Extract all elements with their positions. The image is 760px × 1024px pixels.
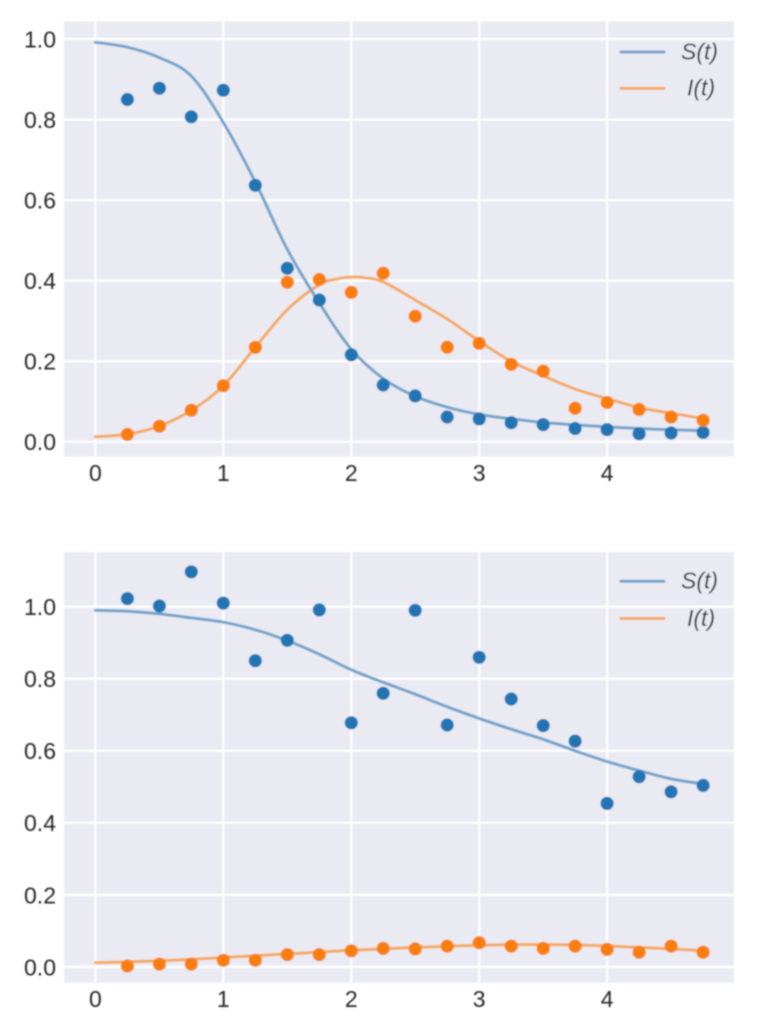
svg-text:0.0: 0.0: [24, 429, 56, 455]
svg-text:1: 1: [217, 460, 230, 486]
svg-text:I(t): I(t): [687, 75, 715, 101]
svg-text:0.8: 0.8: [24, 107, 56, 133]
svg-text:S(t): S(t): [681, 568, 718, 594]
svg-text:0: 0: [89, 460, 102, 486]
svg-text:0: 0: [89, 986, 102, 1012]
svg-text:0.4: 0.4: [24, 810, 56, 836]
svg-text:0.6: 0.6: [24, 188, 56, 214]
svg-text:0.0: 0.0: [24, 954, 56, 980]
svg-text:0.2: 0.2: [24, 349, 56, 375]
svg-text:S(t): S(t): [681, 38, 718, 64]
svg-text:4: 4: [601, 986, 614, 1012]
svg-text:0.8: 0.8: [24, 666, 56, 692]
svg-text:4: 4: [601, 460, 614, 486]
svg-text:2: 2: [345, 460, 358, 486]
svg-text:1.0: 1.0: [24, 594, 56, 620]
svg-text:1.0: 1.0: [24, 27, 56, 53]
svg-text:0.4: 0.4: [24, 268, 56, 294]
svg-text:0.2: 0.2: [24, 882, 56, 908]
svg-text:1: 1: [217, 986, 230, 1012]
svg-text:2: 2: [345, 986, 358, 1012]
svg-text:I(t): I(t): [687, 605, 715, 631]
svg-text:3: 3: [473, 986, 486, 1012]
svg-text:3: 3: [473, 460, 486, 486]
svg-text:0.6: 0.6: [24, 738, 56, 764]
